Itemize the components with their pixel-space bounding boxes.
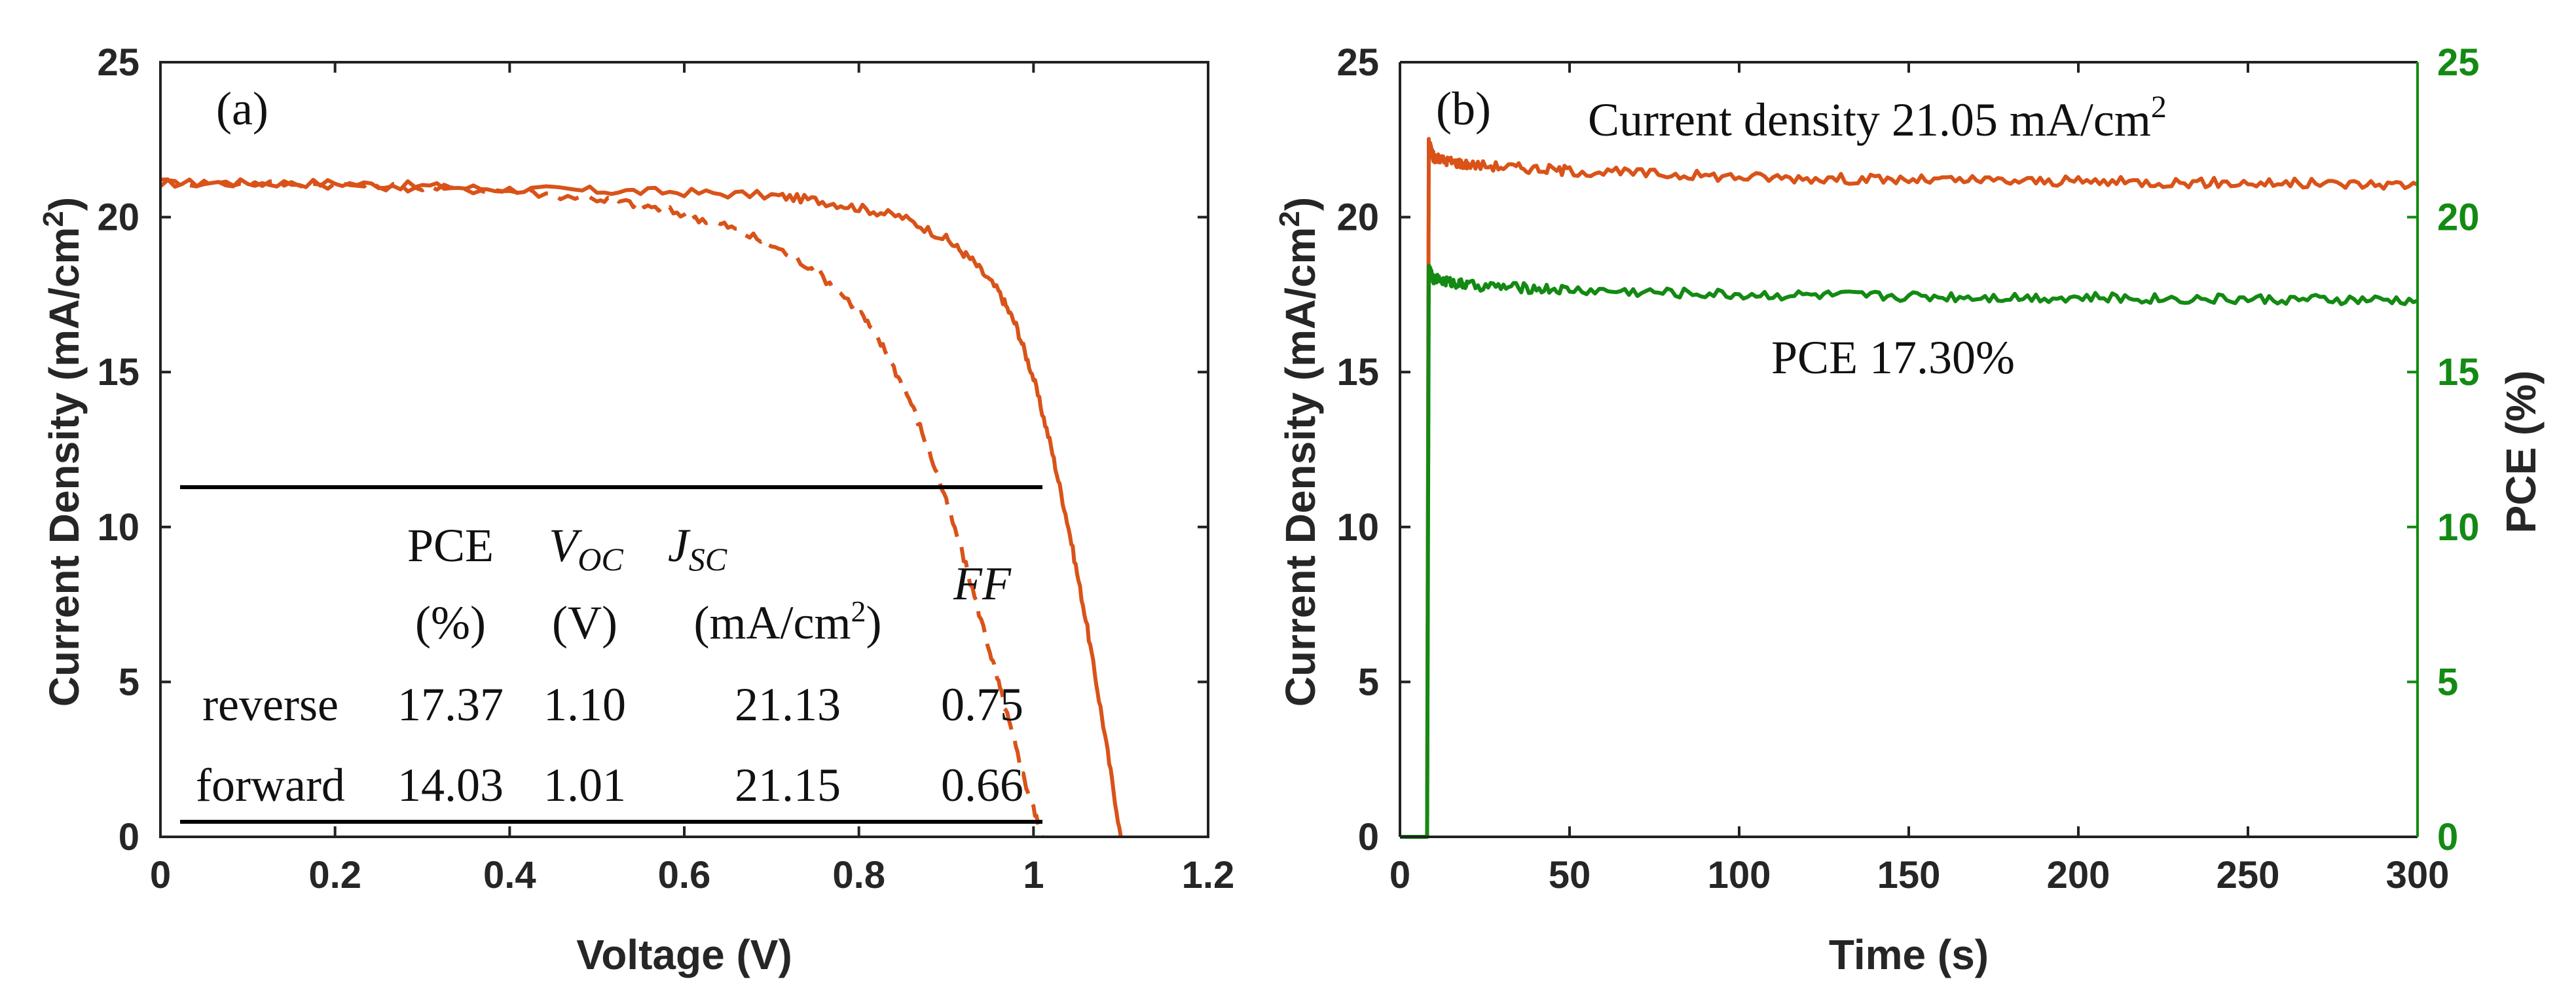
- table-header-jsc-unit-main: (mA/cm: [694, 597, 851, 649]
- table-cell-ff: 0.66: [941, 759, 1023, 811]
- table-cell-voc: 1.01: [543, 759, 626, 811]
- annotation-current-density: Current density 21.05 mA/cm2: [1588, 90, 2167, 146]
- x-tick-label: 200: [2047, 854, 2110, 896]
- right-y-tick-label: 5: [2437, 661, 2458, 703]
- series-pce-line: [1399, 263, 2418, 839]
- table-header-jsc-unit-sup: 2: [851, 595, 866, 628]
- x-tick-label: 1: [1023, 854, 1044, 896]
- panel-a-label: (a): [216, 83, 268, 135]
- y-tick-label: 15: [97, 351, 139, 394]
- table-header-voc-unit: (V): [552, 597, 617, 649]
- panel-a-y-tick-labels: 0 5 10 15 20 25: [97, 41, 139, 858]
- panel-b-label: (b): [1436, 83, 1491, 135]
- table-cell-scan: reverse: [202, 678, 339, 731]
- table-header-jsc-unit: (mA/cm2): [694, 595, 882, 649]
- table-header-voc-main: V: [549, 519, 582, 572]
- panel-b-series: [1399, 137, 2419, 839]
- table-header-pce: PCE: [407, 519, 494, 572]
- table-cell-jsc: 21.13: [735, 678, 841, 731]
- panel-a-parameter-table: PCE (%) VOC (V) JSC (mA/cm2) FF reverse …: [180, 485, 1042, 824]
- x-tick-label: 0.8: [832, 854, 885, 896]
- x-tick-label: 300: [2386, 854, 2450, 896]
- annotation-current-density-main: Current density 21.05 mA/cm: [1588, 94, 2151, 146]
- table-cell-jsc: 21.15: [735, 759, 841, 811]
- table-cell-scan: forward: [196, 759, 345, 811]
- x-tick-label: 100: [1708, 854, 1771, 896]
- x-tick-label: 0.2: [308, 854, 361, 896]
- panel-a-y-axis-title: Current Density (mA/cm2): [37, 197, 88, 707]
- panel-a: 0 0.2 0.4 0.6 0.8 1 1.2 0 5 10 15 20 25 (a) Voltage…: [37, 41, 1234, 978]
- series-forward-line: [159, 178, 1044, 838]
- panel-b-x-tick-labels: 0 50 100 150 200 250 300: [1389, 854, 2450, 896]
- x-tick-label: 250: [2217, 854, 2280, 896]
- y-tick-label: 0: [119, 816, 139, 858]
- panel-b-y-tick-labels: 0 5 10 15 20 25: [1336, 41, 1379, 858]
- table-row: forward 14.03 1.01 21.15 0.66: [196, 759, 1023, 811]
- panel-a-series: [159, 177, 1123, 838]
- series-current-density-line: [1399, 137, 2419, 839]
- panel-b-y-axis-title-main: Current Density (mA/cm: [1277, 227, 1324, 707]
- table-header-ff: FF: [953, 557, 1012, 610]
- y-tick-label: 15: [1336, 351, 1379, 394]
- panel-b-y-axis-title: Current Density (mA/cm2): [1274, 197, 1324, 707]
- table-header-voc-sub: OC: [578, 541, 623, 578]
- x-tick-label: 0.6: [658, 854, 711, 896]
- panel-b-x-axis-title: Time (s): [1829, 931, 1989, 978]
- table-row: reverse 17.37 1.10 21.13 0.75: [202, 678, 1023, 731]
- right-y-tick-label: 20: [2437, 196, 2480, 239]
- series-reverse-line: [160, 177, 1123, 838]
- panel-a-x-tick-labels: 0 0.2 0.4 0.6 0.8 1 1.2: [150, 854, 1234, 896]
- y-tick-label: 10: [1336, 506, 1379, 549]
- panel-b-ticks: [1399, 61, 2419, 838]
- annotation-pce: PCE 17.30%: [1771, 331, 2015, 384]
- table-cell-pce: 14.03: [397, 759, 504, 811]
- table-header-pce-unit: (%): [415, 597, 486, 649]
- x-tick-label: 0.4: [483, 854, 536, 896]
- panel-a-axes-box: [159, 61, 1209, 838]
- table-cell-ff: 0.75: [941, 678, 1023, 731]
- table-cell-pce: 17.37: [397, 678, 504, 731]
- panel-a-y-axis-title-close: ): [41, 197, 88, 211]
- table-header-jsc: JSC: [668, 519, 727, 578]
- x-tick-label: 0: [1389, 854, 1410, 896]
- annotation-current-density-sup: 2: [2151, 90, 2167, 124]
- table-cell-voc: 1.10: [543, 678, 626, 731]
- x-tick-label: 0: [150, 854, 171, 896]
- right-y-tick-label: 15: [2437, 351, 2480, 394]
- x-tick-label: 150: [1877, 854, 1941, 896]
- y-tick-label: 20: [97, 196, 139, 239]
- y-tick-label: 25: [1336, 41, 1379, 84]
- table-header-jsc-unit-close: ): [866, 597, 881, 649]
- panel-b-right-y-tick-labels: 0 5 10 15 20 25: [2437, 41, 2480, 858]
- right-y-tick-label: 0: [2437, 816, 2458, 858]
- y-tick-label: 5: [1358, 661, 1379, 703]
- panel-a-x-axis-title: Voltage (V): [576, 931, 792, 978]
- table-header-jsc-main: J: [668, 519, 691, 572]
- x-tick-label: 50: [1549, 854, 1591, 896]
- panel-b-right-y-axis-title: PCE (%): [2497, 371, 2545, 534]
- y-tick-label: 10: [97, 506, 139, 549]
- panel-a-y-axis-title-sup: 2: [37, 211, 69, 227]
- right-y-tick-label: 25: [2437, 41, 2480, 84]
- panel-b: 0 50 100 150 200 250 300 0 5 10 15 20 25 0 5 10 15 20 25…: [1274, 41, 2545, 978]
- x-tick-label: 1.2: [1182, 854, 1235, 896]
- table-header-voc: VOC: [549, 519, 623, 578]
- y-tick-label: 0: [1358, 816, 1379, 858]
- right-y-tick-label: 10: [2437, 506, 2480, 549]
- y-tick-label: 5: [119, 661, 139, 703]
- panel-b-y-axis-title-close: ): [1277, 197, 1324, 211]
- table-header-jsc-sub: SC: [689, 541, 727, 578]
- panel-a-y-axis-title-main: Current Density (mA/cm: [41, 227, 88, 707]
- panel-b-y-axis-title-sup: 2: [1274, 211, 1306, 227]
- y-tick-label: 20: [1336, 196, 1379, 239]
- y-tick-label: 25: [97, 41, 139, 84]
